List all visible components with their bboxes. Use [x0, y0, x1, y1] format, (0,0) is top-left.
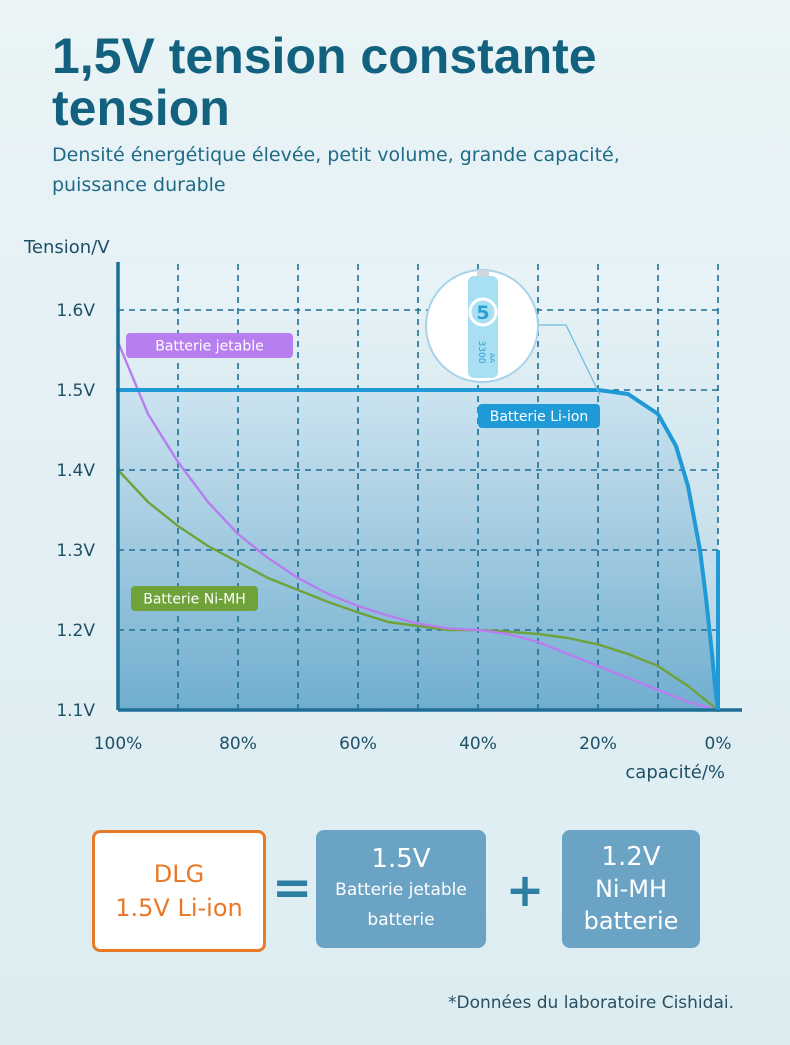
series-tag-bg [126, 333, 293, 358]
nimh-voltage: 1.2V [601, 842, 661, 872]
plus-sign: + [505, 863, 545, 917]
series-label-batterie-jetable: Batterie jetable [155, 339, 263, 355]
series-tag-bg [131, 586, 258, 611]
x-tick-label: 40% [459, 734, 497, 754]
y-tick-label: 1.6V [56, 301, 95, 321]
series-line-batterie-ni-mh [116, 468, 720, 712]
callout-line [538, 324, 601, 396]
series-tag-bg [478, 404, 600, 428]
x-axis-label: capacité/% [625, 762, 725, 783]
battery-badge [468, 297, 498, 327]
y-tick-label: 1.4V [56, 461, 95, 481]
page-subtitle: Densité énergétique élevée, petit volume… [52, 144, 620, 196]
nimh-label: Ni-MH [594, 875, 668, 903]
footnote: *Données du laboratoire Cishidai. [448, 993, 734, 1013]
battery-capacity: 3300 [476, 341, 486, 364]
series-line-batterie-li-ion [116, 388, 720, 712]
dlg-brand: DLG [153, 860, 205, 888]
y-tick-label: 1.5V [56, 381, 95, 401]
y-tick-label: 1.1V [56, 701, 95, 721]
battery-number: 5 [476, 302, 489, 324]
series-line-batterie-jetable [116, 340, 720, 712]
battery-size: AA [488, 353, 496, 363]
discharge-chart: 1.6V 1.5V 1.4V 1.3V 1.2V 1.1V 100% 80% 60% 40% 20%… [23, 237, 742, 783]
x-tick-label: 0% [705, 734, 732, 754]
x-tick-label: 80% [219, 734, 257, 754]
equals-sign: = [272, 860, 313, 916]
disposable-voltage: 1.5V [371, 844, 431, 874]
page-title: 1,5V tension constante tension [52, 28, 597, 136]
y-tick-label: 1.2V [56, 621, 95, 641]
series-label-batterie-li-ion: Batterie Li-ion [490, 409, 589, 425]
disposable-battery-box: 1.5V Batterie jetable batterie [316, 830, 486, 948]
nimh-battery-box: 1.2V Ni-MH batterie [562, 830, 700, 948]
y-tick-label: 1.3V [56, 541, 95, 561]
disposable-sublabel: batterie [367, 910, 435, 930]
nimh-sublabel: batterie [583, 907, 679, 935]
battery-terminal [477, 270, 489, 277]
dlg-liion-box: DLG 1.5V Li-ion [92, 830, 266, 952]
x-tick-label: 20% [579, 734, 617, 754]
x-tick-label: 60% [339, 734, 377, 754]
aa-battery-icon: 5 3300 AA [425, 269, 539, 383]
dlg-type: 1.5V Li-ion [115, 894, 243, 922]
series-label-batterie-ni-mh: Batterie Ni-MH [143, 592, 246, 608]
disposable-label: Batterie jetable [335, 880, 467, 900]
y-axis-label: Tension/V [23, 237, 110, 258]
x-tick-label: 100% [94, 734, 143, 754]
